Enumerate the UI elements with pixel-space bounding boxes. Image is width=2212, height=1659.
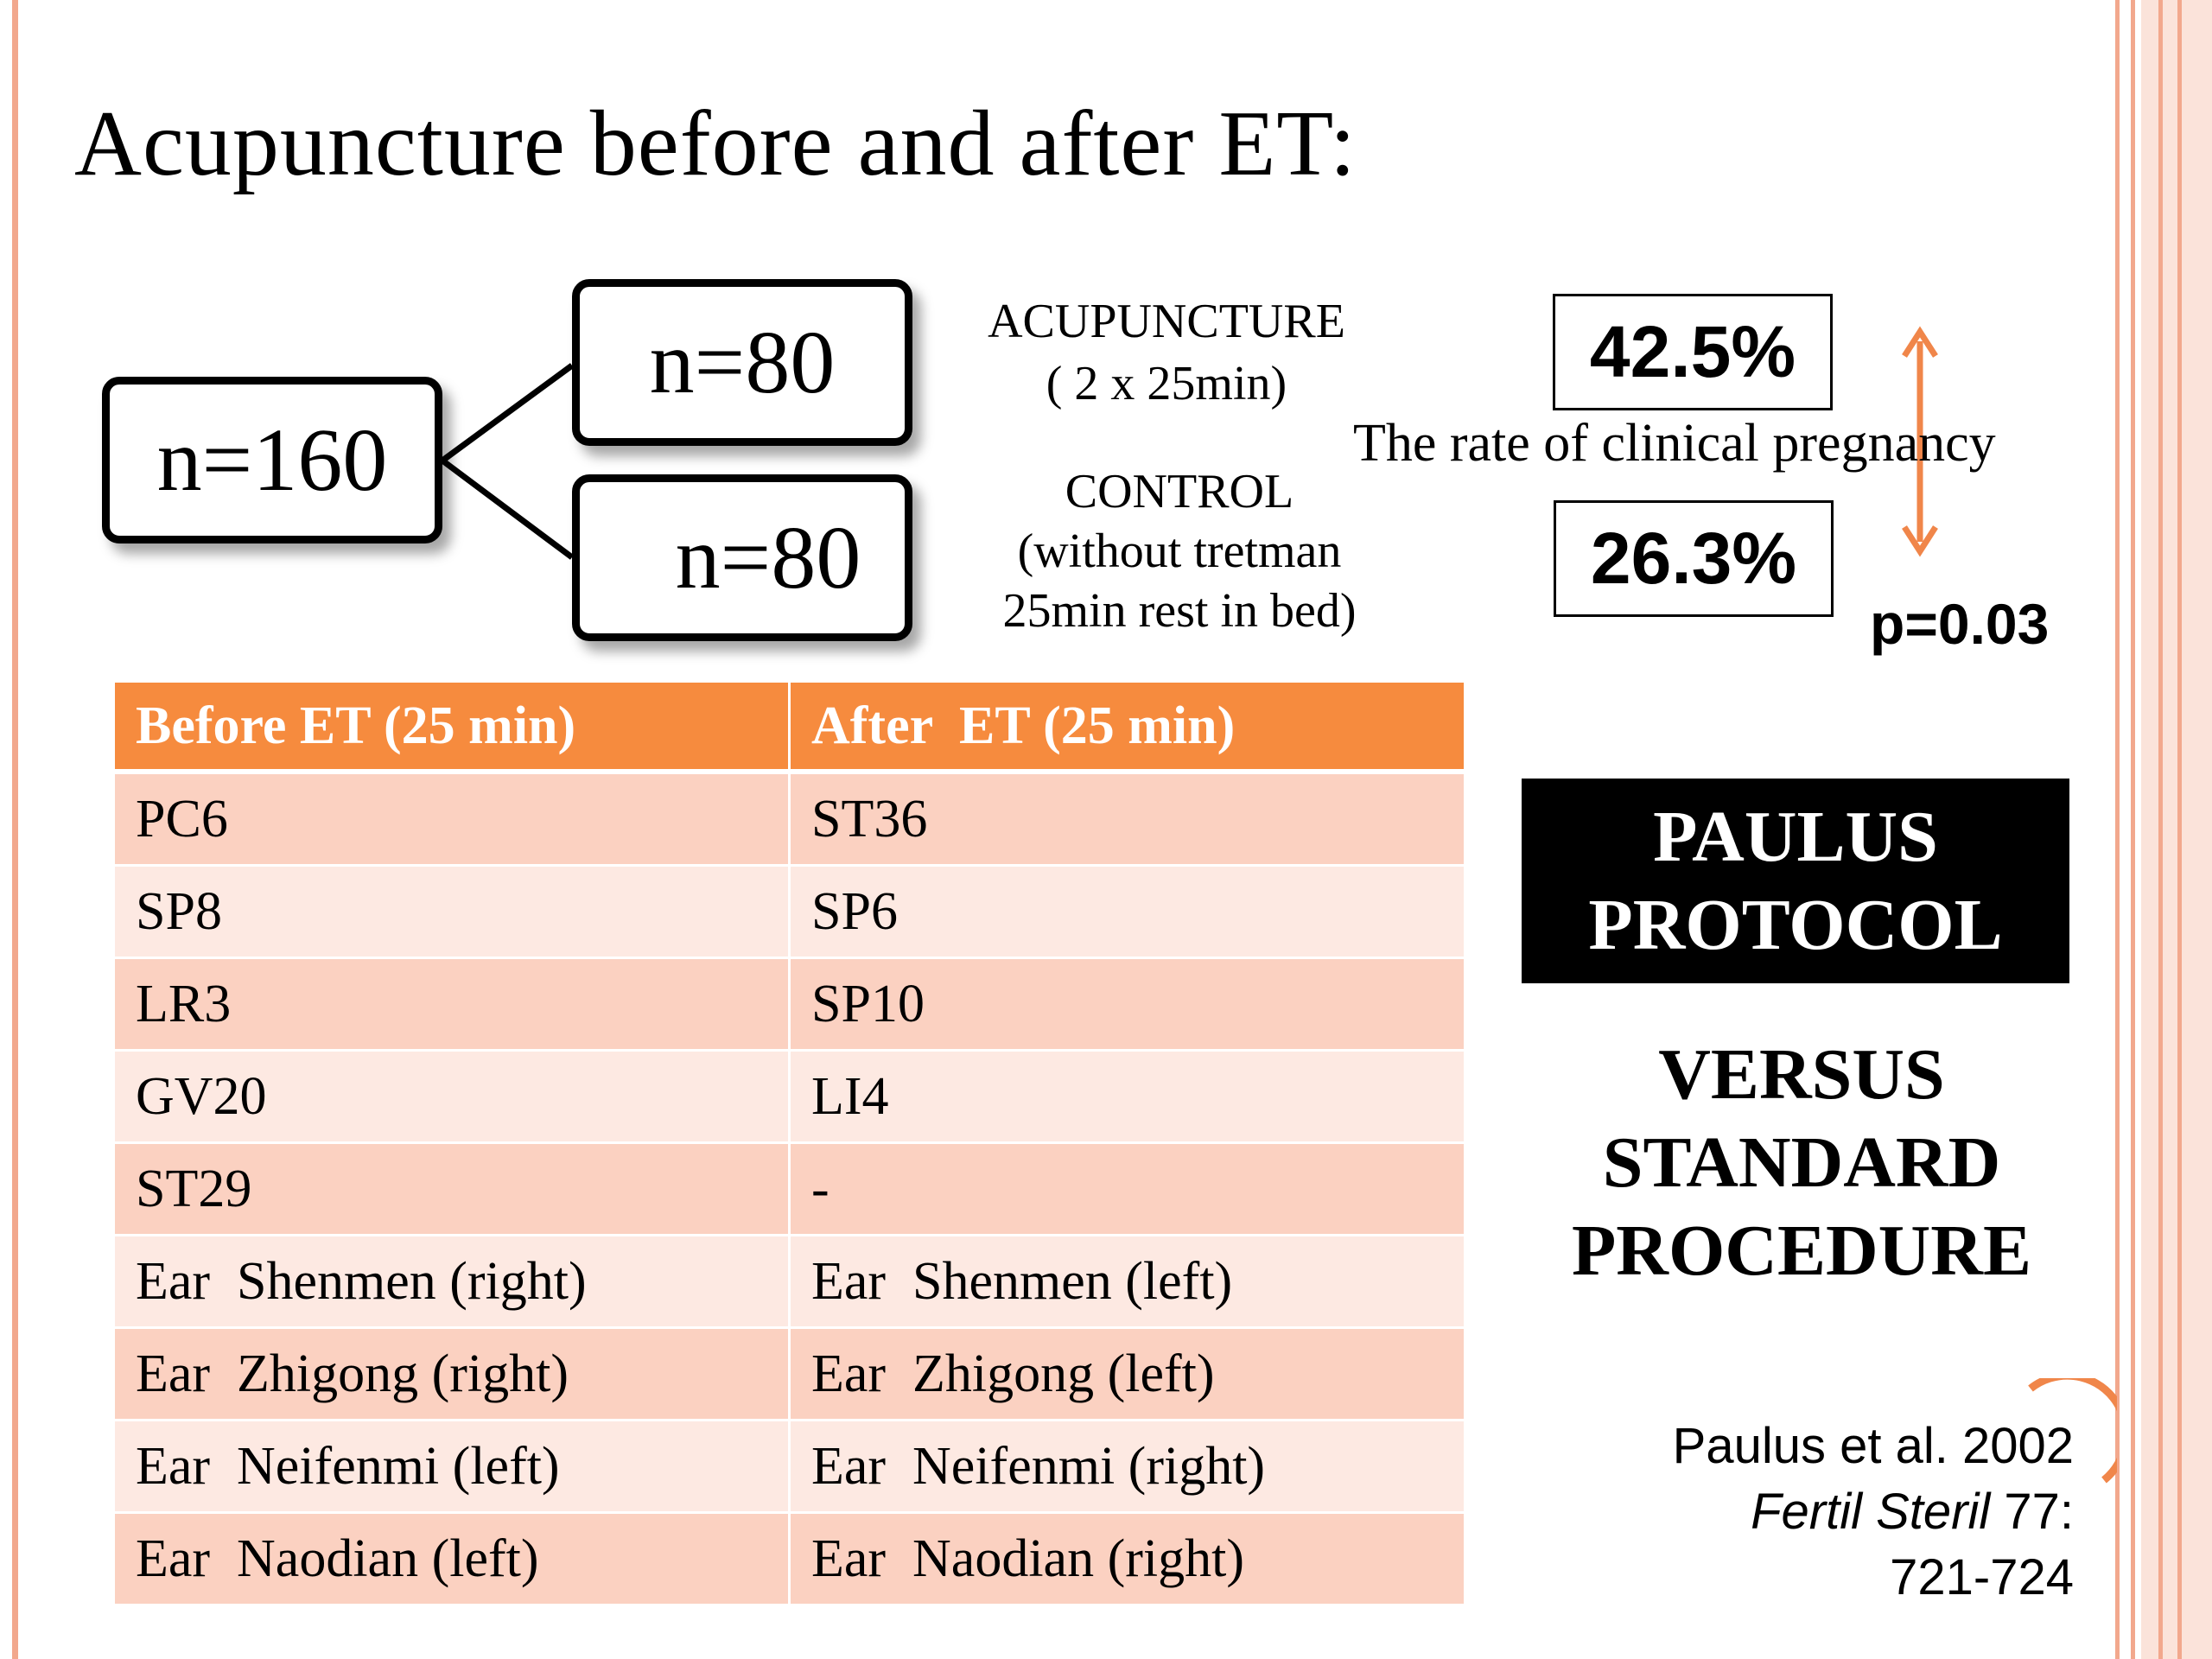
table-cell: ST29 bbox=[115, 1144, 791, 1236]
acupuncture-name: ACUPUNCTURE bbox=[988, 295, 1345, 348]
table-cell: Ear Zhigong (left) bbox=[791, 1329, 1466, 1421]
versus-line-2: STANDARD bbox=[1602, 1122, 2001, 1203]
citation-pages: 721-724 bbox=[1890, 1549, 2074, 1605]
table-cell: LR3 bbox=[115, 959, 791, 1052]
table-cell: SP10 bbox=[791, 959, 1466, 1052]
acupuncture-label: ACUPUNCTURE ( 2 x 25min) bbox=[950, 290, 1382, 415]
protocol-line-1: PAULUS bbox=[1653, 796, 1938, 877]
table-cell: Ear Neifenmi (left) bbox=[115, 1421, 791, 1514]
versus-line-3: PROCEDURE bbox=[1571, 1211, 2031, 1291]
table-row: Ear Naodian (left) Ear Naodian (right) bbox=[115, 1514, 1466, 1606]
citation-journal: Fertil Steril bbox=[1751, 1484, 1991, 1540]
table-cell: Ear Shenmen (right) bbox=[115, 1236, 791, 1329]
frame-right-line-2 bbox=[2131, 0, 2135, 1659]
slide-title: Acupuncture before and after ET: bbox=[74, 92, 1357, 195]
table-row: LR3 SP10 bbox=[115, 959, 1466, 1052]
control-detail-2: 25min rest in bed) bbox=[1002, 584, 1357, 638]
table-row: Ear Shenmen (right) Ear Shenmen (left) bbox=[115, 1236, 1466, 1329]
table-cell: Ear Naodian (right) bbox=[791, 1514, 1466, 1606]
control-group-box: n=80 bbox=[572, 474, 912, 641]
paulus-protocol-box: PAULUS PROTOCOL bbox=[1522, 779, 2069, 983]
table-row: SP8 SP6 bbox=[115, 867, 1466, 959]
citation-journal-line: Fertil Steril 77: bbox=[1673, 1479, 2074, 1545]
table-cell: ST36 bbox=[791, 774, 1466, 867]
control-detail-1: (without tretman bbox=[1017, 524, 1342, 578]
citation: Paulus et al. 2002 Fertil Steril 77: 721… bbox=[1673, 1414, 2074, 1611]
frame-right-line-4 bbox=[2177, 0, 2182, 1659]
table-cell: Ear Shenmen (left) bbox=[791, 1236, 1466, 1329]
table-header-row: Before ET (25 min) After ET (25 min) bbox=[115, 683, 1466, 774]
frame-right-line-1 bbox=[2115, 0, 2120, 1659]
rate-acupuncture: 42.5% bbox=[1553, 294, 1833, 410]
table-cell: - bbox=[791, 1144, 1466, 1236]
table-cell: Ear Neifenmi (right) bbox=[791, 1421, 1466, 1514]
citation-authors: Paulus et al. 2002 bbox=[1672, 1418, 2074, 1474]
decorative-orange-arc bbox=[2028, 1378, 2117, 1484]
citation-volume: 77: bbox=[1990, 1484, 2074, 1540]
table-cell: SP8 bbox=[115, 867, 791, 959]
acupoints-table: Before ET (25 min) After ET (25 min) PC6… bbox=[115, 683, 1466, 1606]
total-participants: n=160 bbox=[156, 410, 388, 510]
table-cell: Ear Naodian (left) bbox=[115, 1514, 791, 1606]
control-label: CONTROL (without tretman 25min rest in b… bbox=[950, 462, 1408, 641]
table-row: Ear Neifenmi (left) Ear Neifenmi (right) bbox=[115, 1421, 1466, 1514]
table-cell: LI4 bbox=[791, 1052, 1466, 1144]
versus-line-1: VERSUS bbox=[1658, 1034, 1945, 1115]
table-row: PC6 ST36 bbox=[115, 774, 1466, 867]
rate-label: The rate of clinical pregnancy bbox=[1353, 414, 1996, 473]
frame-right-band bbox=[2141, 0, 2212, 1659]
frame-left-line bbox=[12, 0, 18, 1659]
table-cell: SP6 bbox=[791, 867, 1466, 959]
table-cell: PC6 bbox=[115, 774, 791, 867]
protocol-line-2: PROTOCOL bbox=[1588, 884, 2003, 965]
frame-right-line-3 bbox=[2158, 0, 2163, 1659]
total-participants-box: n=160 bbox=[102, 377, 442, 543]
acupuncture-detail: ( 2 x 25min) bbox=[1046, 357, 1287, 410]
header-before-et: Before ET (25 min) bbox=[115, 683, 791, 774]
table-cell: Ear Zhigong (right) bbox=[115, 1329, 791, 1421]
acupuncture-group-box: n=80 bbox=[572, 279, 912, 446]
table-cell: GV20 bbox=[115, 1052, 791, 1144]
table-row: Ear Zhigong (right) Ear Zhigong (left) bbox=[115, 1329, 1466, 1421]
p-value: p=0.03 bbox=[1870, 592, 2050, 656]
table-row: ST29 - bbox=[115, 1144, 1466, 1236]
header-after-et: After ET (25 min) bbox=[791, 683, 1466, 774]
rate-control: 26.3% bbox=[1554, 500, 1834, 617]
versus-standard-procedure: VERSUS STANDARD PROCEDURE bbox=[1486, 1031, 2117, 1295]
acupuncture-group-n: n=80 bbox=[649, 313, 836, 412]
control-group-n: n=80 bbox=[675, 508, 861, 607]
control-name: CONTROL bbox=[1065, 465, 1294, 518]
table-row: GV20 LI4 bbox=[115, 1052, 1466, 1144]
